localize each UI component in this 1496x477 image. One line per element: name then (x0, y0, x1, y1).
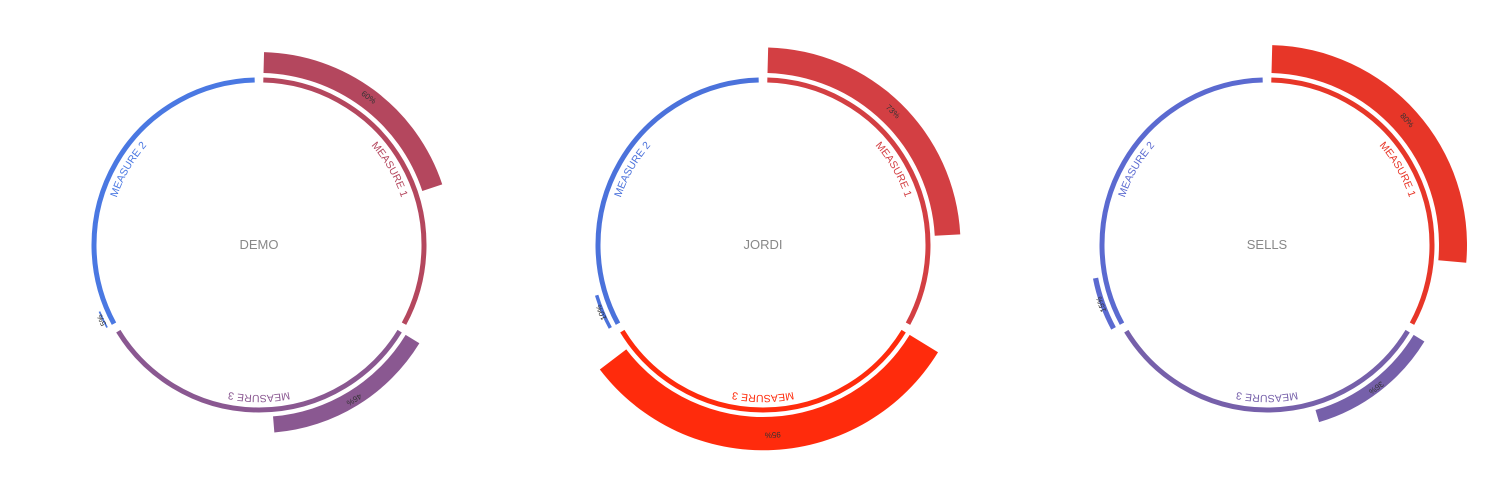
ring-arc-measure-2 (595, 77, 759, 325)
chart-center-title: JORDI (744, 237, 783, 252)
measure-label-measure-3: MEASURE 3 (1235, 389, 1299, 404)
measure-label-measure-3: MEASURE 3 (731, 389, 795, 404)
ring-arc-measure-2 (1099, 77, 1263, 325)
chart-center-title: SELLS (1247, 237, 1288, 252)
pct-label-measure-2: 10% (594, 303, 608, 321)
pct-label-measure-2: 15% (1094, 295, 1108, 313)
ring-arc-measure-1 (767, 77, 931, 325)
value-bar-measure-2[interactable] (1092, 277, 1116, 330)
measure-label-measure-3: MEASURE 3 (227, 389, 291, 404)
ring-arc-measure-2 (91, 77, 255, 325)
ring-arc-measure-3 (1124, 329, 1410, 413)
chart-center-title: DEMO (240, 237, 279, 252)
value-bar-measure-1[interactable] (767, 47, 961, 236)
value-bar-measure-1[interactable] (263, 52, 443, 191)
value-bar-measure-3[interactable] (273, 334, 420, 433)
pct-label-measure-3: 95% (764, 430, 780, 440)
ring-arc-measure-3 (620, 329, 906, 413)
value-bar-measure-1[interactable] (1271, 45, 1467, 263)
ring-arc-measure-1 (263, 77, 427, 325)
value-bar-measure-2[interactable] (98, 311, 108, 328)
value-bar-measure-2[interactable] (594, 294, 612, 329)
ring-arc-measure-1 (1271, 77, 1435, 325)
pct-label-measure-2: 5% (95, 313, 108, 327)
value-bar-measure-3[interactable] (599, 334, 939, 451)
ring-arc-measure-3 (116, 329, 402, 413)
value-bar-measure-3[interactable] (1315, 334, 1425, 423)
